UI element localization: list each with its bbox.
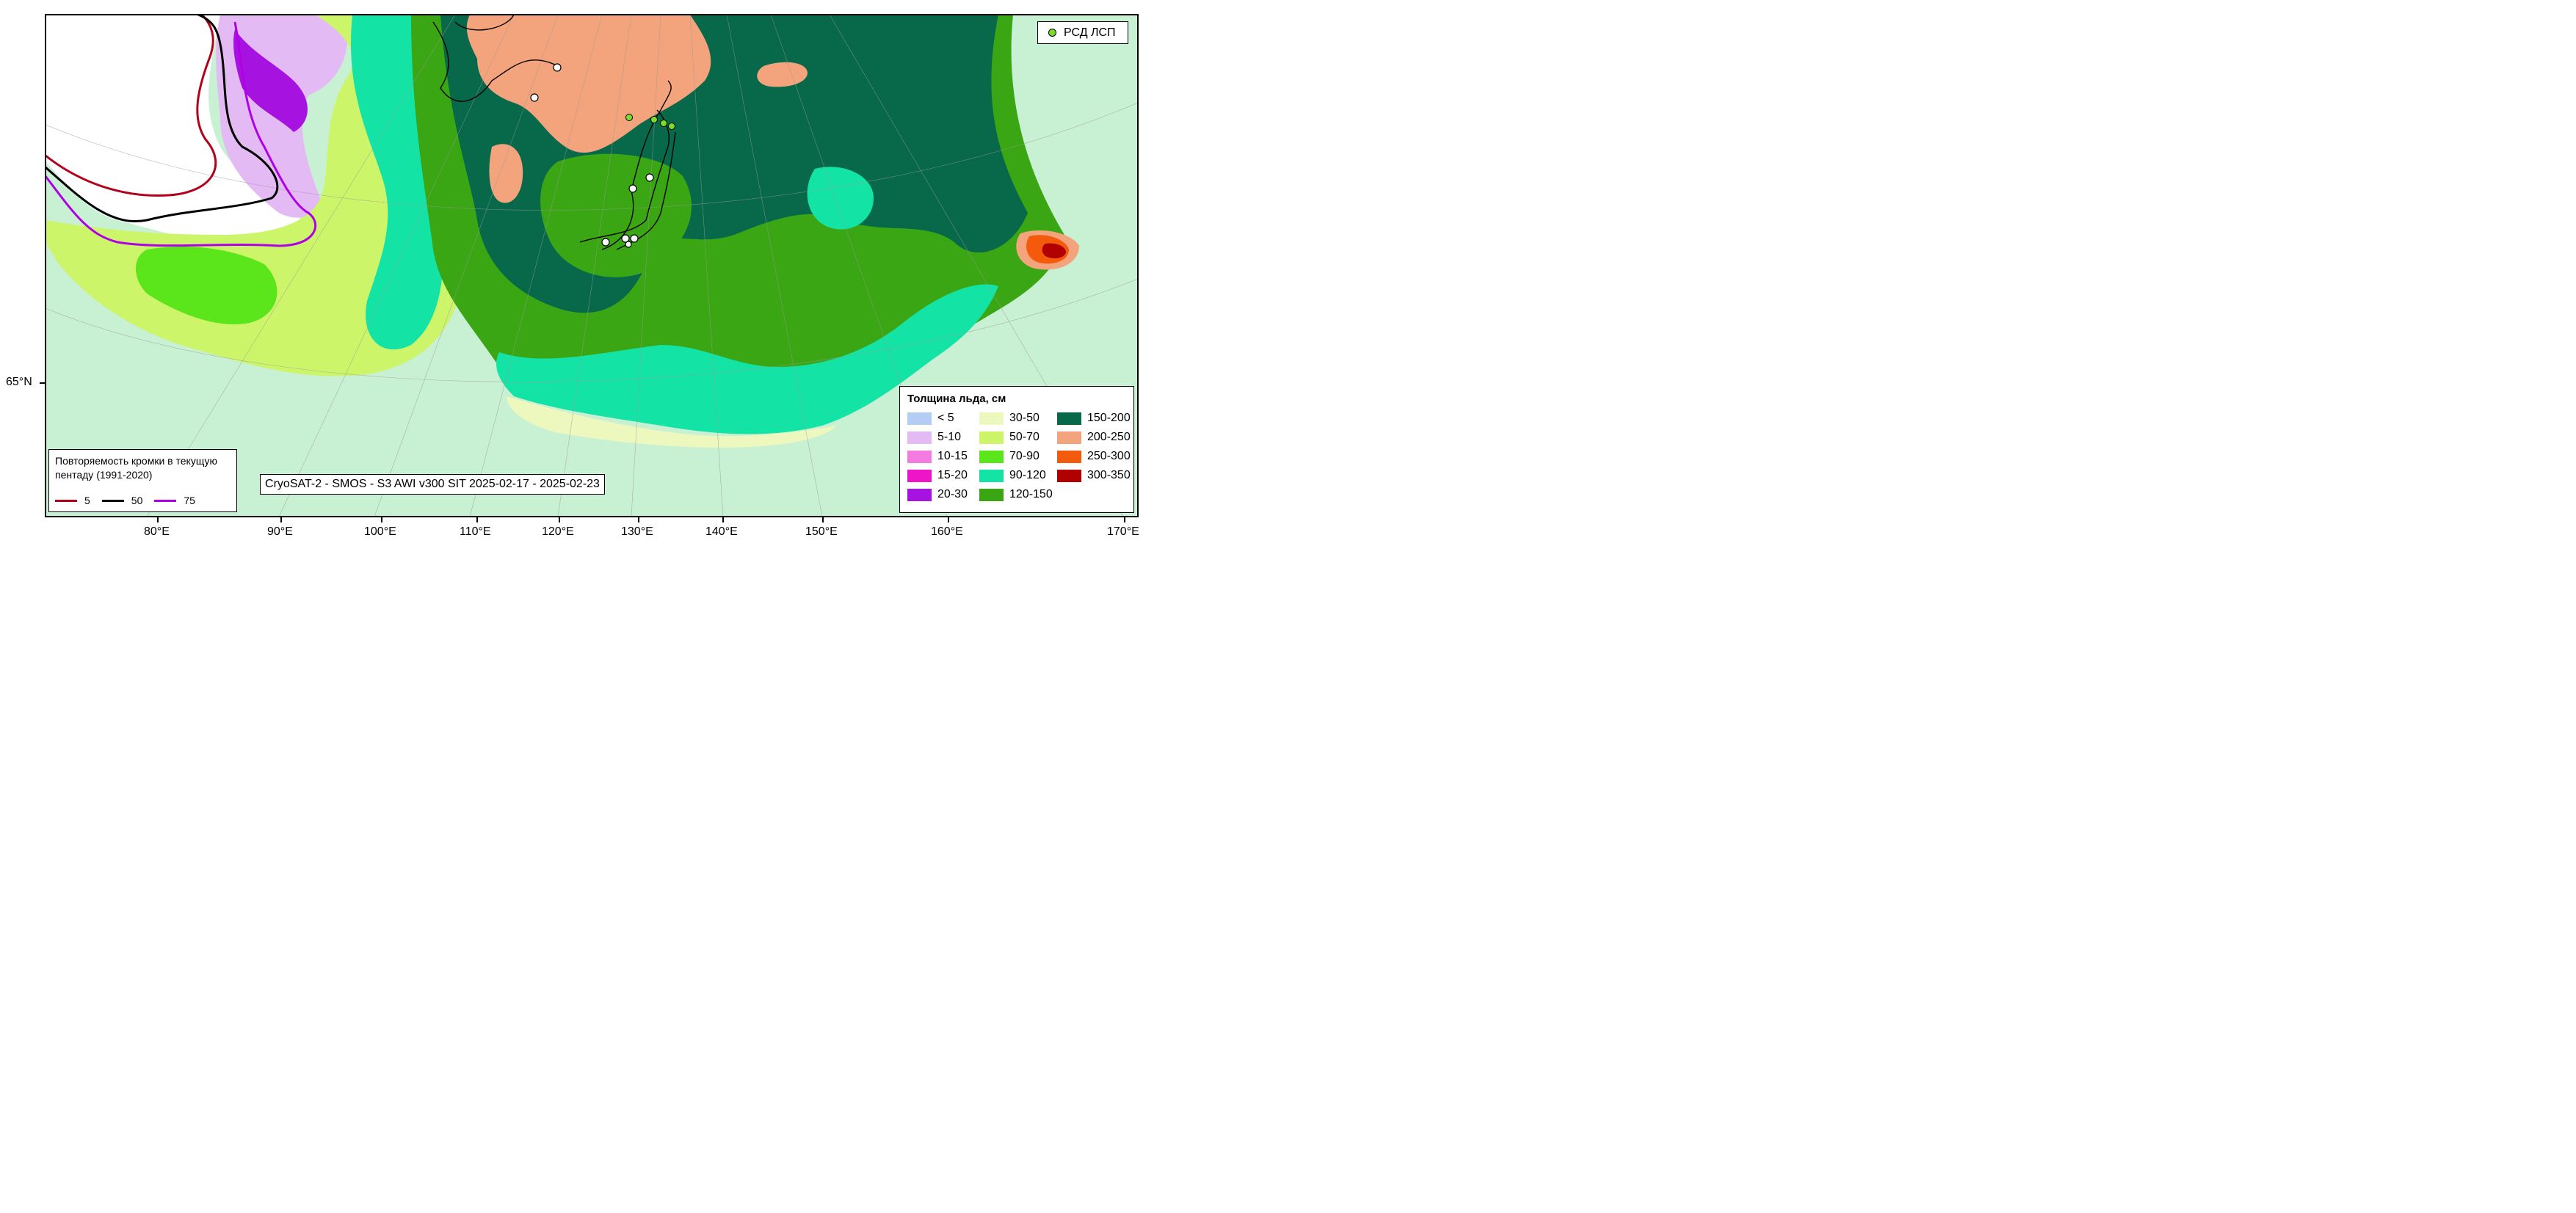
ice-90-120-east xyxy=(807,167,874,230)
legend-swatch xyxy=(1057,412,1081,425)
edge-line-swatch xyxy=(154,500,177,502)
legend-item: 250-300 xyxy=(1057,449,1131,464)
legend-swatch xyxy=(1057,431,1081,444)
lon-label-140: 140°E xyxy=(705,525,738,538)
edge-line-swatch xyxy=(101,500,124,502)
legend-swatch xyxy=(907,488,932,501)
gps-legend-label: РСД ЛСП xyxy=(1064,26,1116,39)
legend-item: 90-120 xyxy=(979,468,1057,483)
legend-item: 50-70 xyxy=(979,430,1057,445)
legend-item: 15-20 xyxy=(907,468,979,483)
legend-swatch xyxy=(1057,450,1081,463)
legend-swatch xyxy=(979,450,1004,463)
lon-label-130: 130°E xyxy=(621,525,653,538)
legend-swatch xyxy=(1057,469,1081,482)
legend-swatch xyxy=(907,431,932,444)
thickness-legend-grid: < 5 30-50 150-200 5-10 50-70 200-250 10-… xyxy=(907,411,1131,502)
map-frame xyxy=(45,14,1139,517)
gps-markers xyxy=(625,114,675,130)
lon-label-120: 120°E xyxy=(542,525,574,538)
ice-70-90-region xyxy=(136,247,277,324)
edge-legend-item-50: 50 xyxy=(101,494,142,508)
lon-label-100: 100°E xyxy=(364,525,396,538)
ice-200-250-patch xyxy=(757,62,808,87)
legend-item: 70-90 xyxy=(979,449,1057,464)
legend-swatch xyxy=(979,431,1004,444)
gps-legend: РСД ЛСП xyxy=(1037,21,1128,44)
edge-legend-item-5: 5 xyxy=(55,494,90,508)
legend-swatch xyxy=(979,488,1004,501)
lon-label-80: 80°E xyxy=(144,525,170,538)
station-markers xyxy=(530,63,654,248)
lon-label-90: 90°E xyxy=(267,525,293,538)
drift-tracks xyxy=(432,15,676,250)
legend-item: < 5 xyxy=(907,411,979,426)
gps-marker-icon xyxy=(1048,29,1056,37)
legend-item: 30-50 xyxy=(979,411,1057,426)
edge-legend-title: Повторяемость кромки в текущую пентаду (… xyxy=(55,455,218,481)
lon-label-110: 110°E xyxy=(460,525,491,538)
thickness-legend-title: Толщина льда, см xyxy=(907,393,1006,405)
edge-recurrence-legend: Повторяемость кромки в текущую пентаду (… xyxy=(48,449,237,512)
legend-swatch xyxy=(907,450,932,463)
legend-item: 300-350 xyxy=(1057,468,1131,483)
legend-swatch xyxy=(979,469,1004,482)
edge-legend-items: 5 50 75 xyxy=(55,494,207,508)
ice-30-50-coastal xyxy=(507,396,837,448)
data-source-label: CryoSAT-2 - SMOS - S3 AWI v300 SIT 2025-… xyxy=(253,473,612,496)
edge-line-50 xyxy=(46,15,279,222)
ice-200-250-patch xyxy=(489,144,523,203)
edge-legend-item-75: 75 xyxy=(154,494,195,508)
legend-item: 150-200 xyxy=(1057,411,1131,426)
ice-thickness-legend: Толщина льда, см < 5 30-50 150-200 5-10 … xyxy=(899,386,1134,513)
edge-line-75 xyxy=(46,21,316,247)
lat-label-65: 65°N xyxy=(6,376,32,388)
legend-item: 200-250 xyxy=(1057,430,1131,445)
legend-item: 5-10 xyxy=(907,430,979,445)
lon-label-170: 170°E xyxy=(1107,525,1139,538)
legend-item-empty xyxy=(1057,487,1131,502)
legend-item: 10-15 xyxy=(907,449,979,464)
lon-label-150: 150°E xyxy=(805,525,838,538)
ice-20-30-region xyxy=(233,29,308,132)
sea-ice-thickness-map xyxy=(40,14,1139,522)
ice-120-150-inner xyxy=(540,153,692,277)
edge-line-5 xyxy=(46,15,217,197)
legend-swatch xyxy=(907,469,932,482)
legend-item: 120-150 xyxy=(979,487,1057,502)
legend-swatch xyxy=(979,412,1004,425)
legend-swatch xyxy=(907,412,932,425)
ice-90-120-coastal xyxy=(496,284,998,434)
legend-item: 20-30 xyxy=(907,487,979,502)
edge-line-swatch xyxy=(55,500,77,502)
data-source-text: CryoSAT-2 - SMOS - S3 AWI v300 SIT 2025-… xyxy=(260,474,605,495)
lon-label-160: 160°E xyxy=(931,525,963,538)
ice-300-350-east xyxy=(1042,243,1066,258)
ice-200-250-region xyxy=(466,15,711,153)
